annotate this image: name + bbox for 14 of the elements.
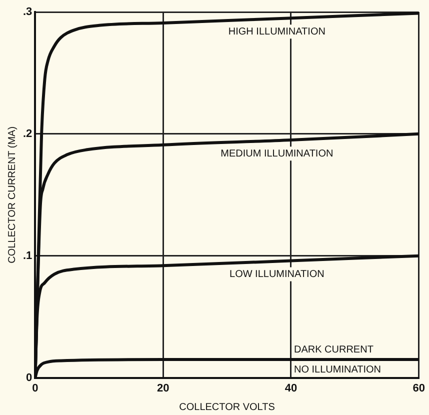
y-tick-label: 0: [26, 372, 32, 384]
x-tick-label: 20: [156, 382, 170, 394]
series-label: MEDIUM ILLUMINATION: [220, 148, 334, 160]
x-tick-label: 60: [412, 382, 426, 394]
series-label: LOW ILLUMINATION: [229, 269, 324, 280]
annotation: NO ILLUMINATION: [294, 364, 382, 376]
y-tick-label: .2: [22, 128, 32, 140]
y-axis-title: COLLECTOR CURRENT (MA): [6, 126, 18, 264]
x-axis-title: COLLECTOR VOLTS: [179, 402, 276, 413]
y-tick-label: .1: [22, 250, 32, 262]
y-tick-label: .3: [22, 6, 32, 18]
series-label: DARK CURRENT: [294, 344, 374, 356]
series-label: HIGH ILLUMINATION: [228, 26, 326, 38]
x-tick-label: 40: [284, 382, 298, 394]
